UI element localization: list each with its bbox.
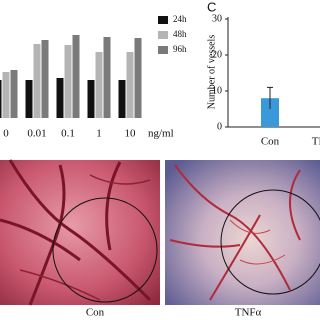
legend-label: 48h: [173, 29, 187, 39]
panel-label: C: [207, 0, 216, 14]
x-tick-label: 10: [125, 128, 137, 140]
legend-label: 96h: [173, 44, 187, 54]
legend-swatch: [158, 16, 168, 24]
bar: [10, 70, 18, 118]
legend-swatch: [158, 31, 168, 39]
photo-tnf: [165, 160, 320, 305]
bar: [118, 80, 126, 118]
legend-label: 24h: [173, 14, 187, 24]
bar: [261, 98, 279, 127]
x-tick-label: 0.01: [27, 128, 46, 140]
bar: [72, 35, 80, 118]
bar: [41, 40, 49, 118]
y-axis-label: Number of vessels: [206, 35, 217, 110]
bar: [64, 45, 72, 118]
y-tick-label: 0: [217, 121, 222, 132]
bar: [56, 78, 64, 118]
bar: [95, 52, 103, 118]
photo-con: [0, 159, 160, 306]
bar: [25, 80, 33, 118]
y-tick-label: 10: [212, 85, 222, 96]
bar: [126, 52, 134, 118]
bar: [0, 80, 2, 118]
photo-caption: TNFα: [235, 307, 262, 319]
y-tick-label: 30: [212, 13, 222, 24]
photo-caption: Con: [86, 307, 105, 319]
x-tick-label: 0: [3, 128, 9, 140]
legend-swatch: [158, 46, 168, 54]
bar: [33, 44, 41, 118]
x-unit: ng/ml: [148, 128, 174, 140]
x-tick-label: Con: [261, 136, 280, 148]
x-tick-label: 1: [96, 128, 102, 140]
bar: [103, 37, 111, 118]
bar: [2, 72, 10, 118]
bar: [87, 80, 95, 118]
bar: [134, 38, 142, 118]
x-tick-label: TNFα: [312, 136, 320, 148]
x-tick-label: 0.1: [61, 128, 75, 140]
y-tick-label: 20: [212, 49, 222, 60]
